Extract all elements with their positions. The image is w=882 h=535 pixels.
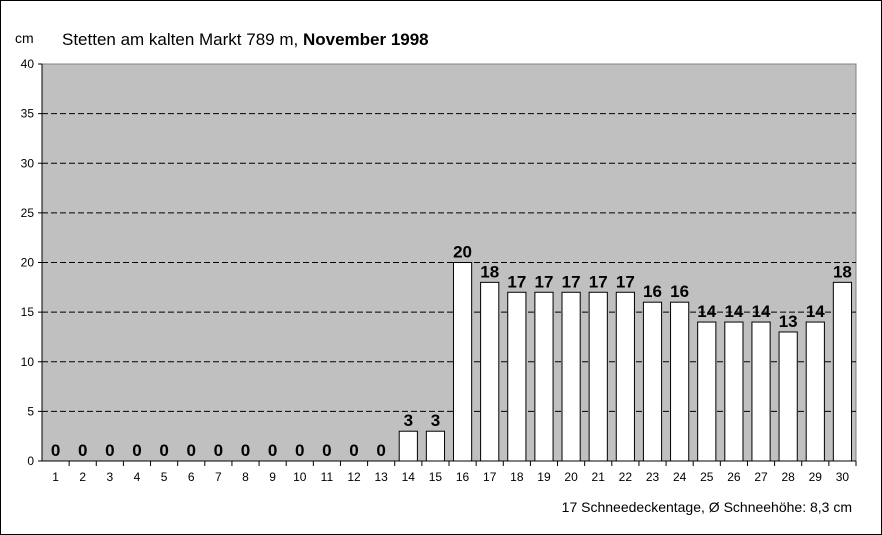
x-tick-label: 19 (537, 470, 551, 484)
bar-value-label: 0 (186, 441, 195, 460)
x-tick-label: 13 (374, 470, 388, 484)
average-snow-depth: Ø Schneehöhe: 8,3 cm (708, 499, 852, 515)
y-tick-label: 40 (21, 57, 35, 71)
x-tick-label: 5 (161, 470, 168, 484)
x-tick-label: 27 (754, 470, 768, 484)
bar-value-label: 0 (105, 441, 114, 460)
x-tick-label: 9 (269, 470, 276, 484)
x-tick-label: 30 (836, 470, 850, 484)
y-tick-label: 15 (21, 305, 35, 319)
bar (534, 291, 554, 462)
bar-value-label: 17 (562, 272, 581, 291)
y-tick-label: 0 (27, 454, 34, 468)
bar (588, 291, 608, 462)
bar-value-label: 13 (779, 312, 798, 331)
bar-value-label: 0 (376, 441, 385, 460)
bar-value-label: 17 (507, 272, 526, 291)
bar-value-label: 16 (643, 282, 662, 301)
bar (615, 291, 635, 462)
x-tick-label: 17 (483, 470, 497, 484)
bar-value-label: 17 (535, 272, 554, 291)
x-tick-label: 1 (52, 470, 59, 484)
bar-value-label: 14 (697, 302, 716, 321)
x-tick-label: 11 (321, 470, 334, 484)
bar-value-label: 20 (453, 243, 472, 262)
bar (724, 321, 744, 462)
x-tick-label: 21 (592, 470, 606, 484)
snow-cover-days: 17 Schneedeckentage, (561, 499, 705, 515)
x-tick-label: 8 (242, 470, 249, 484)
x-tick-label: 18 (510, 470, 524, 484)
x-tick-label: 14 (402, 470, 416, 484)
bar (425, 430, 446, 462)
x-tick-label: 25 (700, 470, 714, 484)
x-tick-label: 22 (619, 470, 633, 484)
bar (561, 291, 581, 462)
bar (805, 321, 825, 462)
x-tick-label: 26 (727, 470, 741, 484)
x-tick-label: 3 (106, 470, 113, 484)
x-tick-label: 12 (347, 470, 361, 484)
bar-value-label: 0 (214, 441, 223, 460)
x-tick-label: 28 (781, 470, 795, 484)
bar-value-label: 14 (752, 302, 771, 321)
x-tick-label: 7 (215, 470, 222, 484)
chart-title-period: November 1998 (302, 30, 429, 49)
bar-value-label: 17 (589, 272, 608, 291)
bar-value-label: 18 (480, 262, 499, 281)
x-tick-label: 24 (673, 470, 687, 484)
bar-value-label: 0 (241, 441, 250, 460)
x-tick-label: 20 (564, 470, 578, 484)
bar-value-label: 18 (833, 262, 852, 281)
bar (751, 321, 771, 462)
y-tick-label: 25 (21, 206, 35, 220)
bar-value-label: 0 (349, 441, 358, 460)
x-tick-label: 4 (134, 470, 141, 484)
bar-value-label: 3 (404, 411, 413, 430)
x-tick-label: 16 (456, 470, 470, 484)
x-tick-label: 23 (646, 470, 660, 484)
bar-value-label: 0 (132, 441, 141, 460)
chart-footer: 17 Schneedeckentage, Ø Schneehöhe: 8,3 c… (562, 499, 852, 515)
bar-value-label: 16 (670, 282, 689, 301)
chart-title-location: Stetten am kalten Markt 789 m, (62, 30, 303, 49)
bar-value-label: 0 (295, 441, 304, 460)
y-axis-unit-label: cm (15, 30, 34, 46)
bar-value-label: 17 (616, 272, 635, 291)
bar (642, 301, 663, 462)
bar (697, 321, 717, 462)
y-tick-label: 10 (21, 355, 35, 369)
bar-value-label: 0 (322, 441, 331, 460)
x-tick-label: 2 (79, 470, 86, 484)
chart-title: Stetten am kalten Markt 789 m, November … (62, 30, 429, 50)
x-tick-label: 6 (188, 470, 195, 484)
bar-value-label: 0 (159, 441, 168, 460)
bar-value-label: 14 (724, 302, 743, 321)
y-tick-label: 30 (21, 156, 35, 170)
bar (398, 430, 418, 462)
bar (452, 262, 473, 462)
bar-value-label: 0 (268, 441, 277, 460)
bar (778, 331, 798, 462)
y-tick-label: 20 (21, 256, 35, 270)
x-tick-label: 15 (429, 470, 443, 484)
bar (832, 281, 853, 462)
y-tick-label: 35 (21, 107, 35, 121)
x-tick-label: 29 (809, 470, 823, 484)
y-tick-label: 5 (27, 404, 34, 418)
bar (480, 281, 500, 462)
bar-value-label: 3 (431, 411, 440, 430)
bar (507, 291, 527, 462)
bar (670, 301, 690, 462)
x-tick-label: 10 (293, 470, 307, 484)
bar-value-label: 0 (51, 441, 60, 460)
bar-value-label: 14 (806, 302, 825, 321)
bar-value-label: 0 (78, 441, 87, 460)
